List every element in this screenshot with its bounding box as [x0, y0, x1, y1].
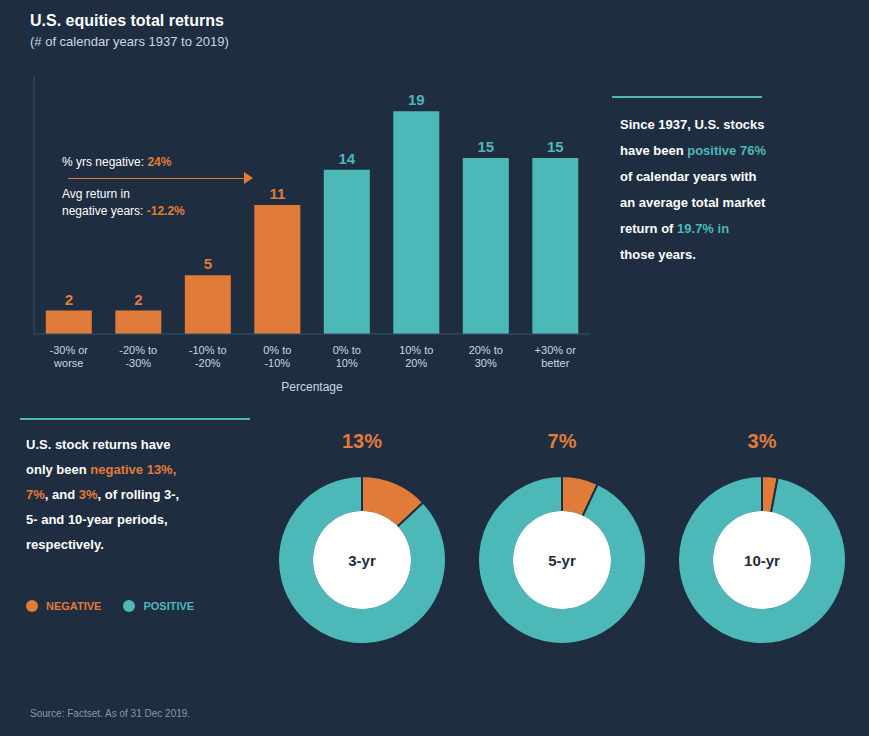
html-text:3%: 3%	[747, 430, 777, 452]
html-text:Source: Factset. As of 31 Dec: Source: Factset. As of 31 Dec 2019.	[30, 708, 191, 719]
svg-text:14: 14	[338, 150, 355, 167]
svg-text:11: 11	[269, 185, 285, 202]
html-text:Avg return in: Avg return in	[62, 187, 130, 201]
svg-text:20% to30%: 20% to30%	[469, 344, 503, 369]
svg-text:10% to20%: 10% to20%	[399, 344, 433, 369]
html-text:13%: 13%	[342, 430, 382, 452]
html-text:(# of calendar years 1937 to 2: (# of calendar years 1937 to 2019)	[30, 34, 229, 49]
html-text:7%, and 3%, of rolling 3-,: 7%, and 3%, of rolling 3-,	[26, 487, 180, 502]
html-text:respectively.: respectively.	[26, 537, 104, 552]
svg-text:15: 15	[477, 138, 494, 155]
svg-text:+30% orbetter: +30% orbetter	[535, 344, 577, 369]
svg-text:5: 5	[204, 255, 212, 272]
html-text:5-yr: 5-yr	[548, 551, 576, 569]
svg-text:2: 2	[134, 291, 142, 308]
svg-text:19: 19	[408, 91, 425, 108]
svg-text:2: 2	[65, 291, 73, 308]
html-text:an average total market: an average total market	[620, 195, 766, 210]
html-text:POSITIVE: POSITIVE	[143, 600, 195, 612]
svg-text:-10% to-20%: -10% to-20%	[189, 344, 227, 369]
html-text:10-yr: 10-yr	[744, 551, 780, 569]
svg-text:15: 15	[547, 138, 564, 155]
html-text:5- and 10-year periods,: 5- and 10-year periods,	[26, 512, 168, 527]
html-text:Since 1937, U.S. stocks: Since 1937, U.S. stocks	[620, 117, 765, 132]
html-text:return of 19.7% in: return of 19.7% in	[620, 221, 730, 236]
html-text:U.S. equities total returns: U.S. equities total returns	[30, 12, 224, 29]
svg-text:-20% to-30%: -20% to-30%	[119, 344, 157, 369]
svg-text:0% to10%: 0% to10%	[333, 344, 361, 369]
html-text:only been negative 13%,: only been negative 13%,	[26, 462, 177, 477]
html-text:3-yr: 3-yr	[348, 551, 376, 569]
svg-text:Percentage: Percentage	[281, 380, 343, 394]
html-text:have been positive 76%: have been positive 76%	[620, 143, 766, 158]
html-text:7%: 7%	[547, 430, 577, 452]
html-text:% yrs negative: 24%: % yrs negative: 24%	[62, 155, 172, 169]
html-text:of calendar years with: of calendar years with	[620, 169, 757, 184]
html-text:U.S. stock returns have: U.S. stock returns have	[26, 437, 171, 452]
html-text:negative years: -12.2%: negative years: -12.2%	[62, 204, 185, 218]
svg-text:-30% orworse: -30% orworse	[49, 344, 88, 369]
html-text:those years.: those years.	[620, 247, 696, 262]
html-text:NEGATIVE: NEGATIVE	[46, 600, 102, 612]
svg-text:0% to-10%: 0% to-10%	[263, 344, 291, 369]
